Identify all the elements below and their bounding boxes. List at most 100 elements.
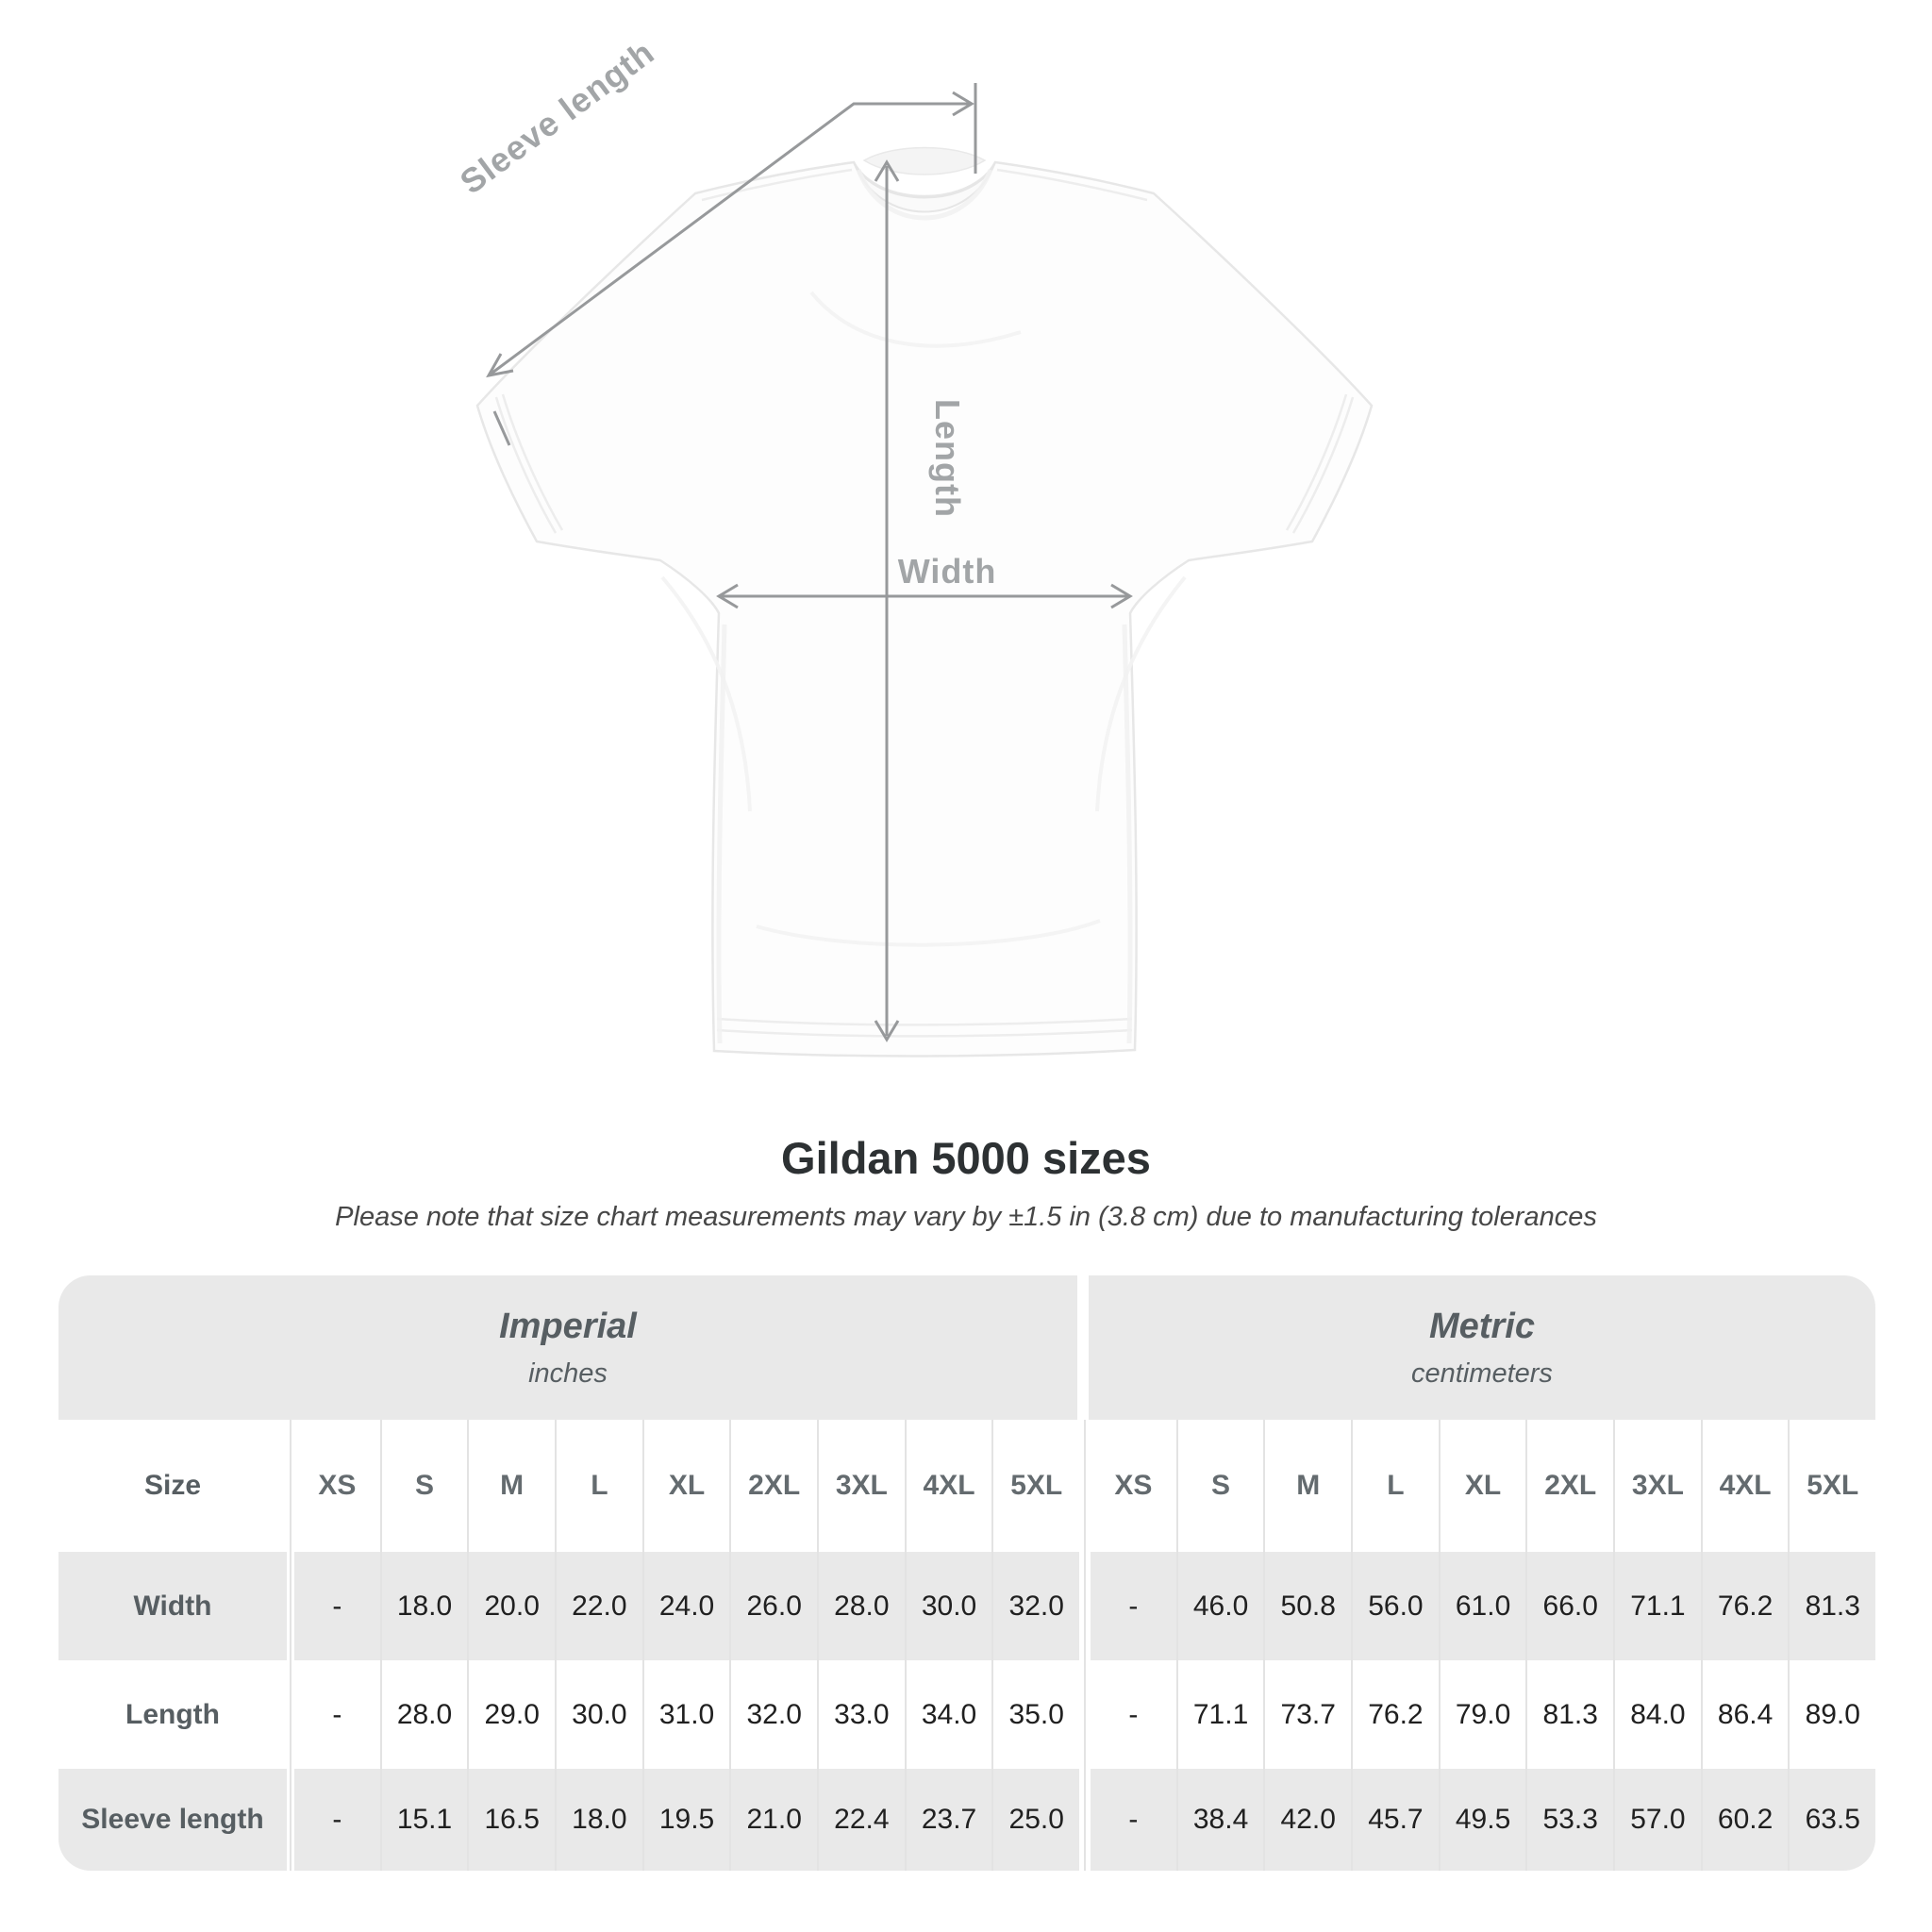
value-cell: 56.0 [1351, 1552, 1439, 1660]
size-header-cell: L [555, 1420, 642, 1552]
value-cell: 71.1 [1175, 1660, 1264, 1769]
table-row-sleeve-length: Sleeve length - 15.1 16.5 18.0 19.5 21.0 22.4 23… [58, 1769, 1875, 1871]
length-arrowhead-bottom [874, 1020, 900, 1042]
row-label-width: Width [133, 1590, 212, 1622]
collar-shadow [856, 169, 993, 221]
value-cell: 81.3 [1525, 1660, 1613, 1769]
size-header-cell: 3XL [1613, 1420, 1701, 1552]
size-header-row: Size XS S M L XL 2XL 3XL 4XL 5XL XS S M L XL 2XL 3XL 4XL 5… [58, 1420, 1875, 1552]
value-cell: - [332, 1590, 342, 1622]
value-cell: - [1128, 1804, 1139, 1835]
imperial-group-header: Imperial inches [58, 1275, 1077, 1420]
value-cell: 22.0 [555, 1552, 642, 1660]
value-cell: 25.0 [991, 1769, 1079, 1871]
row-label-sleeve-length: Sleeve length [81, 1804, 264, 1835]
value-cell: - [332, 1804, 342, 1835]
value-cell: 23.7 [904, 1769, 992, 1871]
column-divider [287, 1420, 294, 1552]
size-table: Imperial inches Metric centimeters Size X… [58, 1275, 1875, 1871]
value-cell: 71.1 [1613, 1552, 1701, 1660]
size-header-cell: XS [1114, 1470, 1153, 1501]
bottom-hem [716, 1017, 1133, 1026]
value-cell: - [332, 1698, 342, 1730]
column-divider [287, 1660, 294, 1769]
value-cell: 20.0 [467, 1552, 555, 1660]
value-cell: 45.7 [1351, 1769, 1439, 1871]
value-cell: 33.0 [817, 1660, 905, 1769]
left-side-shading [716, 624, 727, 1044]
value-cell: 32.0 [991, 1552, 1079, 1660]
value-cell: 84.0 [1613, 1660, 1701, 1769]
page-subtitle: Please note that size chart measurements… [335, 1202, 1597, 1232]
column-divider [287, 1769, 294, 1871]
value-cell: 26.0 [729, 1552, 817, 1660]
value-cell: 49.5 [1438, 1769, 1526, 1871]
size-header-cell: M [1263, 1420, 1351, 1552]
value-cell: 19.5 [641, 1769, 730, 1871]
left-shoulder-seam [701, 168, 853, 202]
length-label: Length [928, 399, 967, 518]
value-cell: 76.2 [1351, 1660, 1439, 1769]
value-cell: 89.0 [1788, 1660, 1875, 1769]
metric-group-unit: centimeters [1411, 1357, 1553, 1389]
value-cell: 34.0 [904, 1660, 992, 1769]
value-cell: 81.3 [1788, 1552, 1875, 1660]
value-cell: 28.0 [817, 1552, 905, 1660]
left-sleeve-hem-stitch [501, 393, 564, 531]
column-divider [1079, 1769, 1091, 1871]
column-divider [1079, 1420, 1091, 1552]
value-cell: 61.0 [1438, 1552, 1526, 1660]
value-cell: 46.0 [1175, 1552, 1264, 1660]
size-header-cell: 4XL [904, 1420, 992, 1552]
value-cell: 18.0 [379, 1552, 468, 1660]
value-cell: 30.0 [555, 1660, 642, 1769]
lower-body-wrinkle [756, 919, 1101, 947]
value-cell: 16.5 [467, 1769, 555, 1871]
table-rows: Size XS S M L XL 2XL 3XL 4XL 5XL XS S M L XL 2XL 3XL 4XL 5… [58, 1420, 1875, 1871]
table-row-width: Width - 18.0 20.0 22.0 24.0 26.0 28.0 30.0 32.0 - 4… [58, 1552, 1875, 1660]
unit-group-header-row: Imperial inches Metric centimeters [58, 1275, 1875, 1420]
value-cell: 15.1 [379, 1769, 468, 1871]
sleeve-length-arrowhead-left [486, 353, 514, 378]
value-cell: 35.0 [991, 1660, 1079, 1769]
bottom-hem-stitch [716, 1028, 1133, 1038]
page-title: Gildan 5000 sizes [781, 1133, 1151, 1183]
tshirt-illustration [475, 146, 1374, 1058]
width-arrowhead-right [1110, 583, 1133, 609]
left-sleeve-hem [494, 396, 558, 534]
row-label-length: Length [125, 1698, 220, 1730]
value-cell: 32.0 [729, 1660, 817, 1769]
chest-wrinkle [809, 291, 1022, 348]
sleeve-length-line [488, 102, 970, 377]
right-side-shading [1122, 624, 1133, 1044]
tshirt-measurement-diagram: Sleeve length Length Width [453, 32, 1374, 1058]
column-divider [1079, 1552, 1091, 1660]
value-cell: 76.2 [1700, 1552, 1789, 1660]
width-arrowhead-left [716, 583, 739, 609]
value-cell: 86.4 [1700, 1660, 1789, 1769]
table-row-length: Length - 28.0 29.0 30.0 31.0 32.0 33.0 34.0 35.0 -… [58, 1660, 1875, 1769]
size-header-cell: S [379, 1420, 468, 1552]
size-header-cell: XL [641, 1420, 730, 1552]
size-header-cell: XL [1438, 1420, 1526, 1552]
value-cell: 18.0 [555, 1769, 642, 1871]
metric-group-header: Metric centimeters [1089, 1275, 1875, 1420]
size-header-cell: XS [318, 1470, 357, 1501]
value-cell: 42.0 [1263, 1769, 1351, 1871]
value-cell: 31.0 [641, 1660, 730, 1769]
tshirt-collar-band [853, 161, 996, 213]
value-cell: 29.0 [467, 1660, 555, 1769]
value-cell: 28.0 [379, 1660, 468, 1769]
right-sleeve-hem [1291, 396, 1355, 534]
size-column-header: Size [143, 1470, 202, 1501]
unit-group-divider [1077, 1275, 1089, 1420]
value-cell: 21.0 [729, 1769, 817, 1871]
value-cell: 50.8 [1263, 1552, 1351, 1660]
imperial-group-unit: inches [528, 1357, 608, 1389]
size-header-cell: 2XL [729, 1420, 817, 1552]
metric-group-title: Metric [1429, 1306, 1535, 1346]
sleeve-length-arrowhead-right [952, 91, 974, 117]
right-shoulder-seam [996, 168, 1148, 202]
sleeve-length-label: Sleeve length [453, 32, 661, 201]
